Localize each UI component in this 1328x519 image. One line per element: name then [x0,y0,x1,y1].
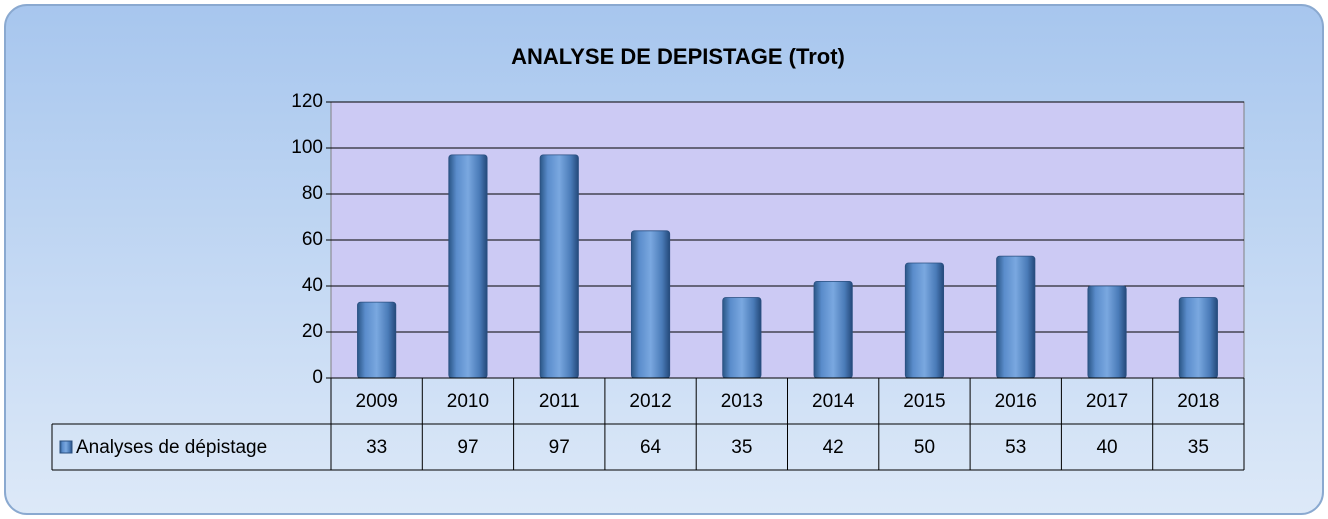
table-value: 40 [1096,437,1117,458]
y-tick-label: 120 [291,91,323,112]
x-tick-label: 2016 [995,391,1037,412]
x-tick-label: 2009 [356,391,398,412]
x-tick-label: 2012 [629,391,671,412]
legend-marker [59,440,73,454]
table-value: 64 [640,437,662,458]
bar [630,230,671,379]
bar [357,301,397,379]
x-tick-label: 2011 [539,391,580,412]
bar [996,255,1036,379]
y-tick-label: 100 [291,137,323,158]
legend-label: Analyses de dépistage [76,437,267,458]
table-value: 35 [1188,437,1209,458]
bar [904,262,945,379]
y-tick-label: 60 [302,229,323,250]
x-tick-label: 2014 [812,391,855,412]
table-value: 97 [549,437,570,458]
x-tick-label: 2013 [721,391,763,412]
table-value: 50 [914,437,935,458]
table-value: 97 [457,437,478,458]
y-tick-label: 40 [302,275,323,296]
bar [448,154,488,379]
y-tick-label: 0 [312,367,323,388]
bar [1087,285,1127,379]
x-tick-label: 2017 [1086,391,1128,412]
bar [722,297,762,379]
bar [1178,297,1218,379]
chart-title: ANALYSE DE DEPISTAGE (Trot) [511,44,845,69]
x-tick-label: 2015 [903,391,945,412]
bar [539,154,579,379]
x-tick-label: 2010 [447,391,489,412]
x-tick-label: 2018 [1177,391,1219,412]
y-tick-label: 20 [302,321,323,342]
y-tick-label: 80 [302,183,323,204]
table-value: 42 [823,437,844,458]
table-value: 53 [1005,437,1026,458]
table-value: 35 [731,437,752,458]
bar [813,280,853,379]
table-value: 33 [366,437,387,458]
